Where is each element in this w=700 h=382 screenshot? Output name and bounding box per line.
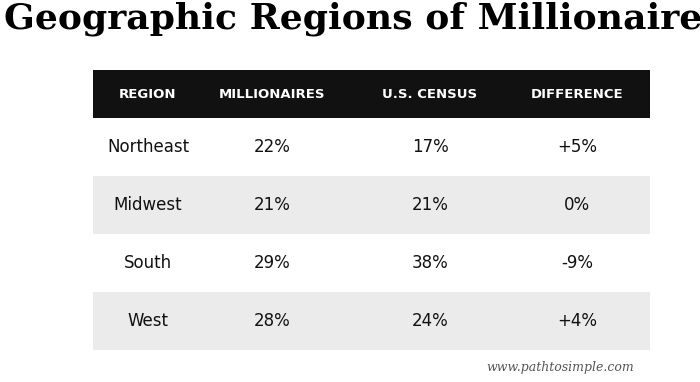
Text: West: West bbox=[127, 312, 169, 330]
Bar bbox=[93, 118, 650, 176]
Text: www.pathtosimple.com: www.pathtosimple.com bbox=[486, 361, 634, 374]
Bar bbox=[93, 70, 650, 118]
Text: 24%: 24% bbox=[412, 312, 449, 330]
Bar bbox=[93, 176, 650, 234]
Text: REGION: REGION bbox=[119, 87, 176, 100]
Text: +4%: +4% bbox=[557, 312, 597, 330]
Bar bbox=[93, 234, 650, 292]
Text: 29%: 29% bbox=[253, 254, 290, 272]
Text: Midwest: Midwest bbox=[113, 196, 182, 214]
Text: 28%: 28% bbox=[253, 312, 290, 330]
Text: U.S. CENSUS: U.S. CENSUS bbox=[382, 87, 477, 100]
Text: 38%: 38% bbox=[412, 254, 449, 272]
Text: +5%: +5% bbox=[557, 138, 597, 156]
Text: 21%: 21% bbox=[253, 196, 290, 214]
Text: 0%: 0% bbox=[564, 196, 590, 214]
Text: 22%: 22% bbox=[253, 138, 290, 156]
Text: Northeast: Northeast bbox=[107, 138, 189, 156]
Text: DIFFERENCE: DIFFERENCE bbox=[531, 87, 623, 100]
Text: 17%: 17% bbox=[412, 138, 449, 156]
Text: 21%: 21% bbox=[412, 196, 449, 214]
Bar bbox=[93, 292, 650, 350]
Text: Geographic Regions of Millionaires: Geographic Regions of Millionaires bbox=[4, 2, 700, 37]
Text: South: South bbox=[124, 254, 172, 272]
Text: MILLIONAIRES: MILLIONAIRES bbox=[218, 87, 326, 100]
Text: -9%: -9% bbox=[561, 254, 593, 272]
